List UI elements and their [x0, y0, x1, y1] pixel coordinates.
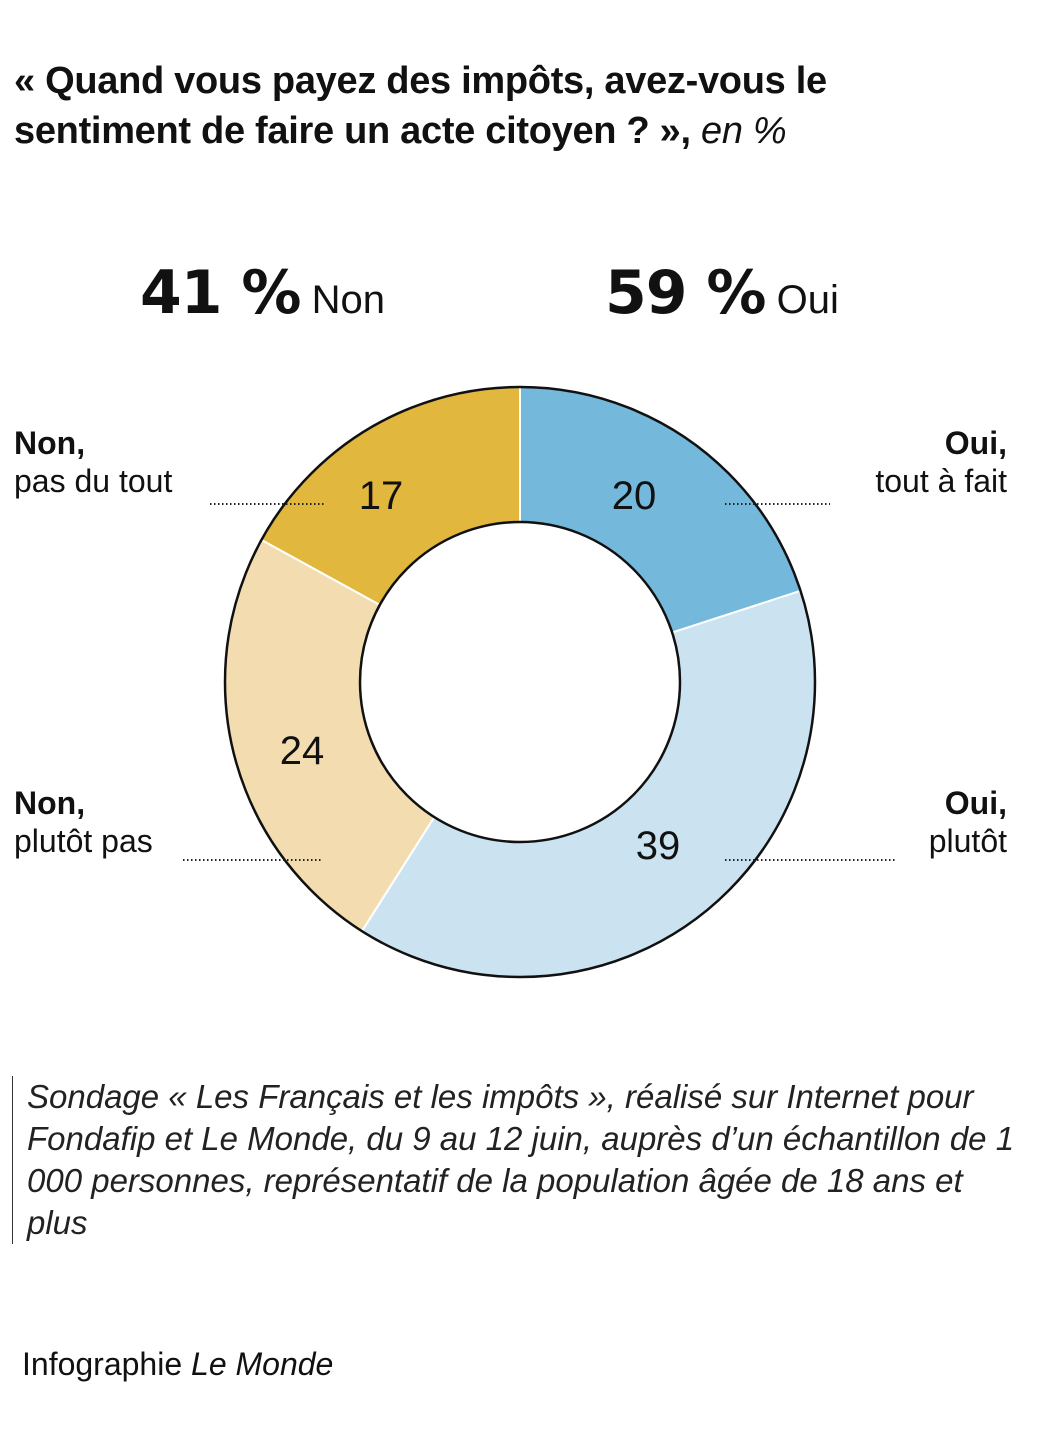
legend-oui-plutot: Oui, plutôt	[929, 784, 1007, 860]
credit-text: Infographie	[22, 1346, 183, 1382]
legend-non-pas-du-tout: Non, pas du tout	[14, 424, 172, 500]
total-non-value: 41 %	[140, 258, 302, 328]
total-non: 41 % Non	[140, 258, 385, 328]
legend-text: tout à fait	[875, 463, 1007, 499]
legend-text: pas du tout	[14, 463, 173, 499]
credit: Infographie Le Monde	[22, 1346, 333, 1383]
outer-ring	[223, 385, 817, 979]
legend-oui-tout-a-fait: Oui, tout à fait	[875, 424, 1007, 500]
source-text: Sondage « Les Français et les impôts », …	[27, 1078, 1015, 1241]
legend-bold: Oui,	[944, 425, 1007, 461]
source-note: Sondage « Les Français et les impôts », …	[12, 1076, 1017, 1244]
legend-non-plutot-pas: Non, plutôt pas	[14, 784, 153, 860]
slice-value-label: 39	[636, 824, 681, 868]
slice-value-label: 20	[612, 474, 657, 518]
credit-brand: Le Monde	[191, 1346, 334, 1382]
total-non-label: Non	[311, 278, 386, 322]
legend-bold: Oui,	[944, 785, 1007, 821]
inner-ring	[358, 520, 682, 844]
total-oui-label: Oui	[776, 278, 839, 322]
legend-bold: Non,	[14, 785, 86, 821]
total-oui-value: 59 %	[605, 258, 767, 328]
legend-bold: Non,	[14, 425, 86, 461]
slice-value-label: 24	[280, 729, 325, 773]
total-oui: 59 % Oui	[605, 258, 839, 328]
title-main: « Quand vous payez des impôts, avez-vous…	[14, 60, 827, 152]
slice-value-label: 17	[359, 474, 404, 518]
legend-text: plutôt pas	[14, 823, 153, 859]
chart-title: « Quand vous payez des impôts, avez-vous…	[14, 56, 914, 156]
legend-text: plutôt	[928, 823, 1007, 859]
title-unit: en %	[700, 110, 787, 152]
